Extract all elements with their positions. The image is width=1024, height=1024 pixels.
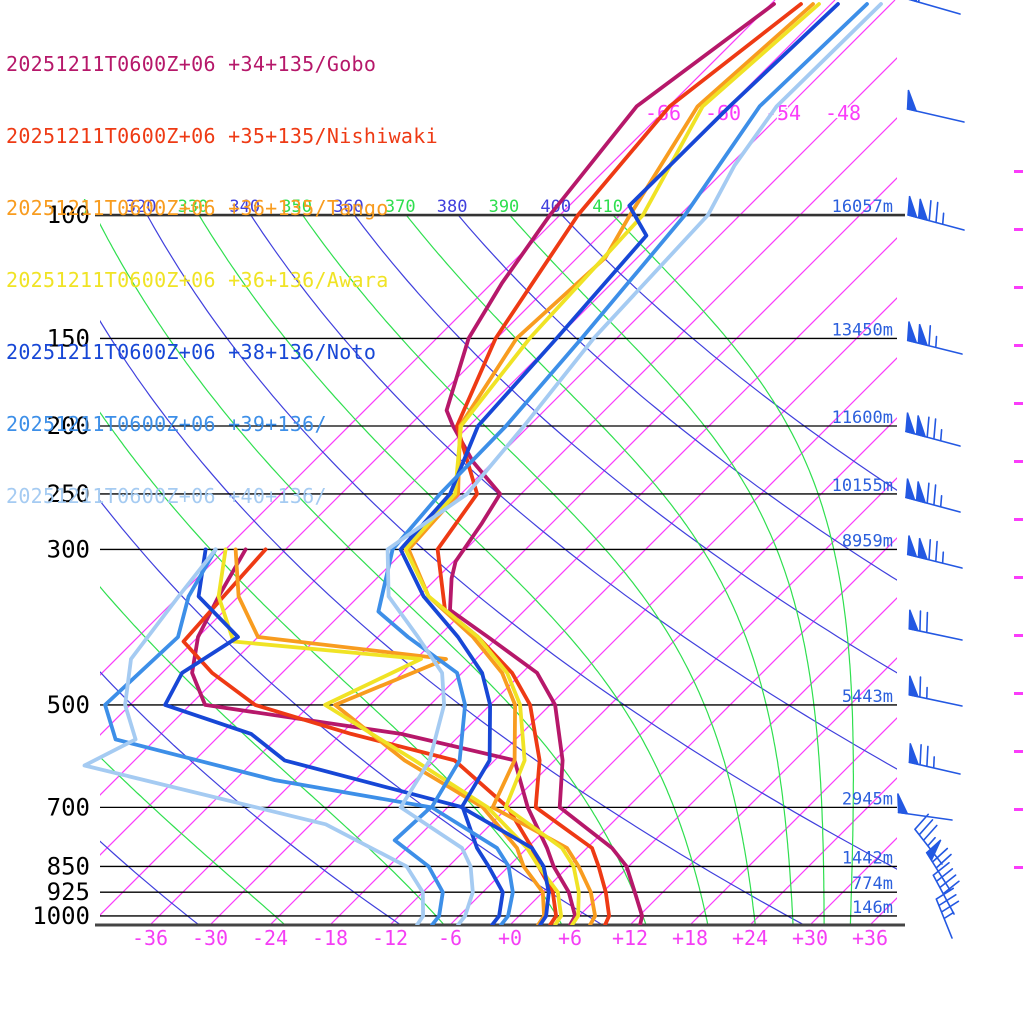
legend-entry: 20251211T0600Z+06 +38+136/Noto [6, 340, 377, 364]
dewpoint-curve-+39+136 [103, 547, 445, 925]
pressure-gridlines [95, 213, 905, 917]
legend-entry: 20251211T0600Z+06 +35+135/Nishiwaki [6, 124, 438, 148]
dry-adiabat-label: 380 [437, 197, 468, 217]
dewpoint-curve-+40+136 [82, 547, 425, 925]
temperature-tick-label: +30 [792, 926, 828, 950]
moist-adiabat-label: 330 [178, 197, 209, 217]
temperature-tick-label: +24 [732, 926, 768, 950]
legend-entry: 20251211T0600Z+06 +39+136/ [6, 412, 327, 436]
isotherm-label: -48 [825, 101, 861, 125]
height-label: 8959m [842, 531, 893, 551]
temperature-tick-label: +36 [852, 926, 888, 950]
temperature-curve-Nishiwaki [435, 2, 803, 925]
height-labels: 16057m 13450m 11600m 10155m 8959m 5443m 2945m 1… [832, 197, 893, 918]
pressure-tick-label: 200 [47, 412, 90, 440]
temperature-tick-label: -18 [312, 926, 348, 950]
height-label: 1442m [842, 848, 893, 868]
pressure-tick-label: 700 [47, 793, 90, 821]
wind-barb [906, 535, 963, 569]
moist-adiabat-label: 350 [281, 197, 312, 217]
pressure-tick-label: 250 [47, 480, 90, 508]
height-label: 2945m [842, 789, 893, 809]
wind-barb [908, 609, 963, 641]
dewpoint-curve-Nishiwaki [181, 547, 558, 925]
legend-entry: 20251211T0600Z+06 +40+136/ [6, 484, 327, 508]
wind-barb [906, 321, 963, 355]
legend-entry: 20251211T0600Z+06 +36+135/Tango [6, 196, 389, 220]
wind-barb [935, 887, 960, 939]
temperature-curve-+40+136 [385, 2, 883, 925]
wind-barb [905, 412, 961, 447]
height-label: 146m [852, 898, 893, 918]
temperature-axis-labels: -36 -30 -24 -18 -12 -6 +0 +6 +12 +18 +24 +30 +36 [132, 926, 888, 950]
temperature-curve-Awara [403, 2, 821, 925]
temperature-tick-label: +0 [498, 926, 522, 950]
wind-barb [905, 478, 961, 513]
temperature-tick-label: +18 [672, 926, 708, 950]
legend-entry: 20251211T0600Z+06 +36+136/Awara [6, 268, 389, 292]
wind-barb [907, 195, 965, 231]
height-label: 10155m [832, 476, 893, 496]
temperature-tick-label: -24 [252, 926, 288, 950]
height-label: 774m [852, 874, 893, 894]
moist-adiabat-label: 390 [489, 197, 520, 217]
temperature-curve-Noto [398, 2, 840, 925]
pressure-tick-label: 150 [47, 324, 90, 352]
temperature-tick-label: -12 [372, 926, 408, 950]
height-label: 13450m [832, 320, 893, 340]
wind-barb [908, 743, 961, 775]
clipped-adiabat-label: ) [81, 197, 91, 217]
dry-adiabat-label: 320 [126, 197, 157, 217]
moist-adiabat-label: 370 [385, 197, 416, 217]
dry-adiabat-label: 340 [229, 197, 260, 217]
dry-adiabat-label: 360 [333, 197, 364, 217]
wind-barb [914, 813, 943, 865]
wind-barbs [897, 0, 965, 939]
wind-barb [908, 0, 961, 15]
legend-entry: 20251211T0600Z+06 +34+135/Gobo [6, 52, 377, 76]
dewpoint-curve-Awara [216, 547, 563, 925]
sounding-legend: 20251211T0600Z+06 +34+135/Gobo 20251211T… [6, 4, 438, 556]
height-label: 11600m [832, 408, 893, 428]
pressure-tick-label: 500 [47, 691, 90, 719]
isotherm-label: -54 [765, 101, 801, 125]
temperature-curve-+39+136 [376, 2, 869, 925]
temperature-tick-label: +6 [558, 926, 582, 950]
temperature-tick-label: -30 [192, 926, 228, 950]
temperature-tick-label: +12 [612, 926, 648, 950]
pressure-tick-label: 300 [47, 535, 90, 563]
height-label: 16057m [832, 197, 893, 217]
pressure-tick-label: 1000 [32, 902, 90, 930]
right-edge-tick-fragments [1014, 170, 1023, 869]
dewpoint-curve-Noto [163, 547, 505, 925]
sounding-curves [82, 2, 883, 925]
height-label: 5443m [842, 687, 893, 707]
wind-barb [906, 89, 965, 123]
pressure-tick-label: 925 [47, 878, 90, 906]
wind-barb [897, 793, 953, 821]
temperature-tick-label: -36 [132, 926, 168, 950]
temperature-curve-Gobo [444, 2, 776, 925]
temperature-tick-label: -6 [438, 926, 462, 950]
pressure-tick-label: 850 [47, 852, 90, 880]
pressure-tick-label: 100 [47, 201, 90, 229]
wind-barb [908, 675, 963, 707]
moist-adiabat-label: 410 [592, 197, 623, 217]
